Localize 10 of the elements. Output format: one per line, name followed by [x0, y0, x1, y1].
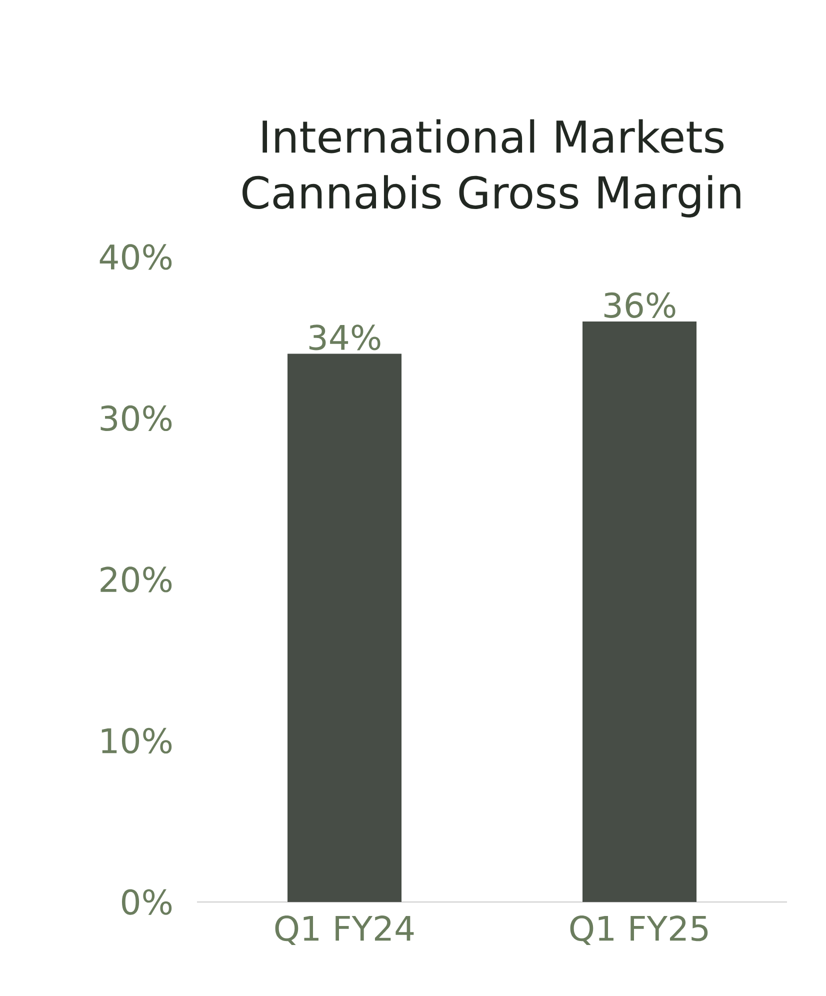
y-tick-label: 0%: [122, 889, 172, 915]
y-tick-label: 20%: [100, 566, 172, 592]
x-tick-label: Q1 FY24: [275, 916, 414, 946]
y-tick-label: 10%: [102, 728, 172, 754]
chart-title: International Markets Cannabis Gross Margin: [242, 119, 740, 218]
y-tick-label: 40%: [100, 244, 172, 270]
data-label: 36%: [604, 292, 676, 318]
y-tick-label: 30%: [100, 405, 172, 432]
data-label: 34%: [309, 324, 380, 350]
x-tick-label: Q1 FY25: [570, 916, 708, 946]
